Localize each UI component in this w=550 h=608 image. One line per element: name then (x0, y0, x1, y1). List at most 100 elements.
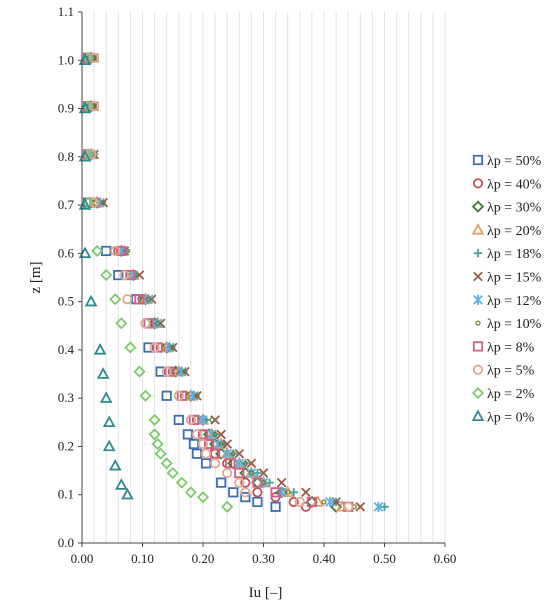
y-tick-label: 0.8 (58, 149, 74, 164)
data-point (89, 101, 100, 112)
data-point (301, 487, 311, 498)
data-point (155, 320, 161, 326)
data-point (78, 53, 92, 65)
data-point (124, 341, 137, 354)
data-point (252, 477, 263, 488)
data-point (78, 101, 92, 114)
data-point (170, 344, 176, 351)
y-tick-label: 0.6 (58, 245, 75, 260)
data-point (203, 438, 215, 450)
y-tick-label: 1.1 (58, 4, 74, 19)
legend-label: λp = 2% (487, 387, 535, 402)
legend-label: λp = 8% (487, 340, 535, 355)
data-point (213, 438, 223, 450)
data-point (248, 470, 254, 476)
legend-item: λp = 10% (475, 317, 542, 332)
data-point (258, 477, 269, 488)
y-tick-label: 0.4 (58, 342, 75, 357)
data-point (197, 429, 209, 440)
legend-item: λp = 15% (473, 271, 542, 286)
legend-label: λp = 0% (487, 410, 535, 425)
legend-label: λp = 20% (487, 224, 542, 239)
data-point (115, 317, 128, 330)
data-point (152, 318, 163, 329)
data-point (240, 487, 251, 498)
data-point (100, 269, 113, 282)
data-point (173, 414, 184, 426)
data-point (380, 502, 389, 511)
data-point (196, 491, 210, 504)
data-point (176, 390, 187, 401)
data-point (110, 245, 121, 257)
legend-label: λp = 30% (487, 201, 542, 216)
data-point (182, 369, 188, 375)
data-point (241, 459, 250, 468)
x-axis-title: Iu [–] (249, 585, 283, 601)
data-point (152, 342, 163, 353)
data-point (89, 197, 100, 208)
data-point (148, 428, 161, 441)
data-point (148, 413, 161, 426)
data-point (253, 468, 262, 478)
series-group (81, 51, 234, 513)
legend-marker (471, 409, 485, 422)
y-tick-label: 0.5 (58, 294, 74, 309)
data-point (109, 293, 122, 306)
data-point (188, 414, 200, 426)
legend-marker (472, 178, 484, 189)
data-point (151, 437, 164, 451)
legend-marker (472, 364, 484, 375)
series-group (82, 52, 281, 512)
y-tick-label: 0.3 (58, 390, 74, 405)
data-point (145, 296, 152, 302)
data-point (122, 294, 133, 305)
data-point (228, 487, 239, 498)
data-point (306, 496, 318, 508)
series-group (85, 52, 354, 512)
y-axis-title: z [m] (28, 261, 44, 293)
legend-label: λp = 10% (487, 317, 542, 332)
data-point (252, 496, 263, 508)
x-tick-label: 0.50 (373, 551, 396, 566)
legend-label: λp = 40% (487, 177, 542, 192)
data-point (265, 478, 274, 487)
data-point (216, 477, 227, 488)
legend-item: λp = 5% (472, 364, 535, 379)
legend-label: λp = 50% (487, 154, 542, 169)
data-point (108, 458, 122, 471)
data-point (96, 367, 110, 379)
data-point (289, 488, 298, 497)
data-point (140, 318, 151, 329)
data-point (234, 467, 245, 479)
x-tick-label: 0.00 (71, 551, 94, 566)
series-group (78, 53, 134, 500)
legend-item: λp = 50% (472, 154, 542, 169)
legend-item: λp = 2% (471, 386, 535, 402)
data-point (143, 318, 154, 329)
data-point (119, 269, 130, 281)
legend-item: λp = 30% (471, 200, 542, 216)
data-point (270, 501, 281, 512)
data-point (229, 449, 238, 458)
data-point (212, 431, 218, 437)
data-point (121, 487, 134, 500)
data-point (164, 366, 175, 377)
data-point (191, 448, 203, 459)
x-tick-label: 0.30 (252, 551, 275, 566)
data-point (175, 476, 188, 489)
data-point (113, 269, 124, 281)
data-point (198, 414, 208, 426)
y-tick-label: 0.0 (58, 535, 74, 550)
data-point (176, 366, 187, 377)
data-point (154, 447, 167, 460)
x-tick-label: 0.40 (313, 551, 336, 566)
data-point (288, 496, 299, 508)
data-point (78, 198, 92, 210)
data-point (246, 467, 257, 479)
data-point (210, 458, 221, 469)
data-point (246, 458, 257, 469)
data-point (197, 438, 209, 450)
legend-marker (473, 271, 483, 282)
legend-item: λp = 40% (472, 177, 542, 192)
data-point (216, 429, 226, 440)
